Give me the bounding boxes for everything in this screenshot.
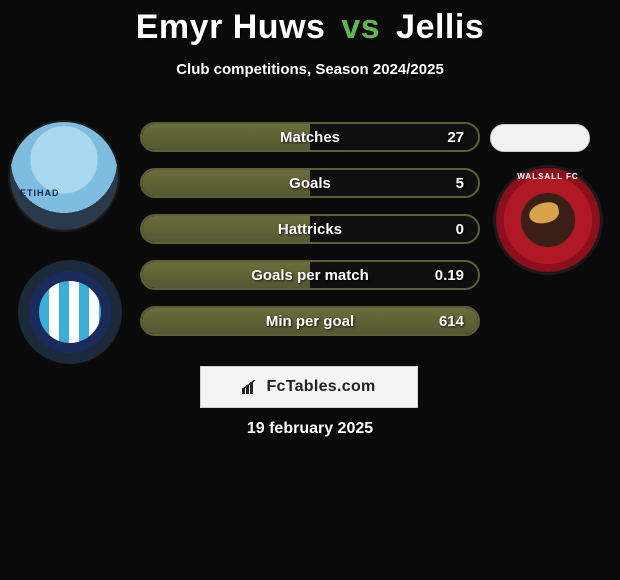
stat-row-mpg: Min per goal 614	[140, 306, 480, 336]
stat-row-matches: Matches 27	[140, 122, 480, 152]
stat-value: 27	[447, 129, 464, 146]
bar-chart-icon	[242, 380, 260, 394]
brand-link[interactable]: FcTables.com	[200, 366, 418, 408]
stat-label: Matches	[142, 129, 478, 146]
comparison-title: Emyr Huws vs Jellis	[0, 0, 620, 47]
stat-value: 614	[439, 313, 464, 330]
walsall-badge-text: WALSALL FC	[496, 172, 600, 181]
player2-name: Jellis	[396, 8, 484, 46]
player2-placeholder	[490, 124, 590, 152]
subtitle: Club competitions, Season 2024/2025	[0, 61, 620, 78]
stat-row-gpm: Goals per match 0.19	[140, 260, 480, 290]
stat-row-hattricks: Hattricks 0	[140, 214, 480, 244]
colchester-badge	[18, 260, 122, 364]
stat-value: 5	[456, 175, 464, 192]
stats-panel: Matches 27 Goals 5 Hattricks 0 Goals per…	[140, 122, 480, 352]
walsall-badge: WALSALL FC	[496, 168, 600, 272]
stat-label: Hattricks	[142, 221, 478, 238]
stat-label: Min per goal	[142, 313, 478, 330]
vs-label: vs	[341, 8, 380, 46]
stat-value: 0.19	[435, 267, 464, 284]
player1-photo	[10, 122, 118, 230]
stat-label: Goals	[142, 175, 478, 192]
date-label: 19 february 2025	[0, 420, 620, 438]
stat-value: 0	[456, 221, 464, 238]
player1-name: Emyr Huws	[136, 8, 326, 46]
stat-row-goals: Goals 5	[140, 168, 480, 198]
brand-label: FcTables.com	[266, 378, 375, 396]
stat-label: Goals per match	[142, 267, 478, 284]
walsall-bird-icon	[521, 193, 575, 247]
